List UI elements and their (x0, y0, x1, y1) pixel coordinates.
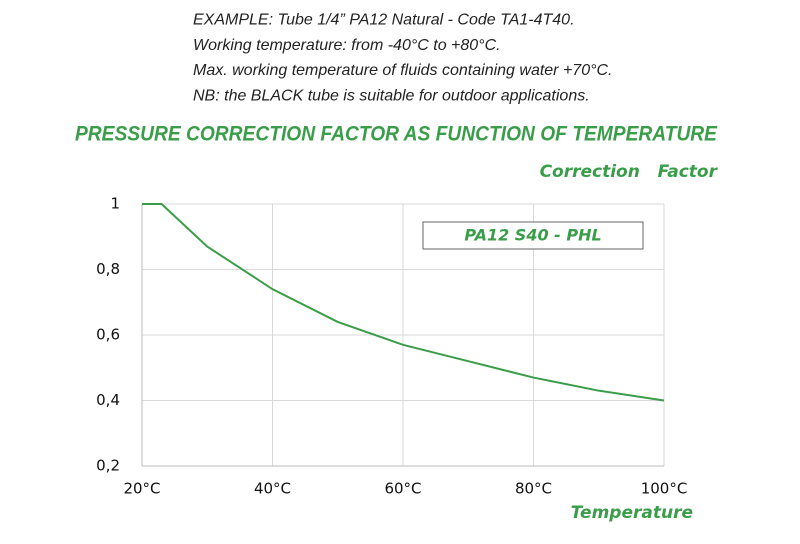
y-axis-label: Correction Factor (540, 162, 719, 182)
intro-line: EXAMPLE: Tube 1/4” PA12 Natural - Code T… (193, 12, 575, 29)
x-axis-label: Temperature (571, 503, 693, 523)
y-tick-label: 0,8 (96, 260, 120, 278)
legend-label: PA12 S40 - PHL (464, 226, 601, 245)
data-line (142, 203, 665, 402)
x-tick-label: 80°C (515, 480, 552, 498)
x-tick-label: 100°C (641, 480, 688, 498)
intro-line: code of the tube. (193, 0, 312, 3)
intro-line: NB: the BLACK tube is suitable for outdo… (193, 87, 590, 104)
chart-title: PRESSURE CORRECTION FACTOR AS FUNCTION O… (75, 123, 718, 146)
y-tick-label: 1 (110, 195, 120, 213)
legend-box (422, 221, 644, 250)
y-tick-label: 0,2 (96, 457, 120, 475)
x-tick-label: 60°C (384, 480, 421, 498)
x-tick-label: 20°C (123, 480, 160, 498)
y-tick-label: 0,4 (96, 391, 120, 409)
x-tick-label: 40°C (254, 480, 291, 498)
intro-line: Max. working temperature of fluids conta… (193, 62, 613, 79)
y-tick-label: 0,6 (96, 326, 120, 344)
intro-line: Working temperature: from -40°C to +80°C… (193, 37, 501, 54)
